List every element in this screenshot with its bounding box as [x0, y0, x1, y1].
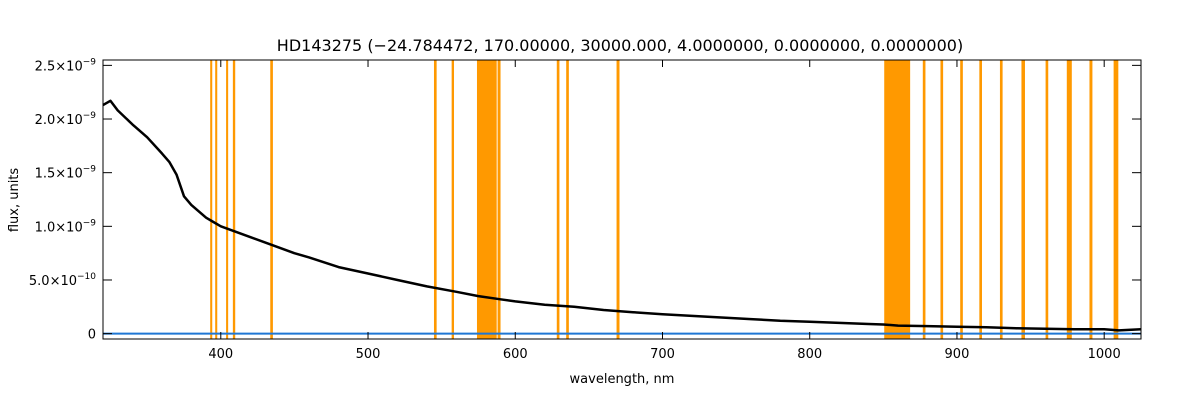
mask-bands [210, 60, 1119, 339]
mask-band [1089, 60, 1093, 339]
x-tick-label: 900 [945, 347, 970, 362]
spectrum-series [102, 99, 1142, 332]
plot-frame [102, 59, 1142, 340]
x-axis-label: wavelength, nm [570, 372, 675, 387]
mask-band [1066, 60, 1072, 339]
chart-title: HD143275 (−24.784472, 170.00000, 30000.0… [277, 36, 963, 55]
mask-band [215, 60, 218, 339]
mask-band [922, 60, 926, 339]
mask-band [616, 60, 620, 339]
axis-ticks: 400 500 600 700 800 900 1000 0 5.0×10−10 1.0×10−9… [29, 57, 1141, 362]
mask-band [210, 60, 213, 339]
x-tick-label: 600 [503, 347, 528, 362]
mask-band [1021, 60, 1025, 339]
mask-band [979, 60, 982, 339]
mask-band [940, 60, 944, 339]
mask-band [884, 60, 911, 339]
mask-band [556, 60, 560, 339]
mask-band [476, 60, 497, 339]
y-axis-label: flux, units [7, 168, 22, 233]
mask-band [226, 60, 229, 339]
y-tick-label: 2.5×10−9 [35, 57, 97, 74]
x-tick-label: 800 [797, 347, 822, 362]
mask-band [999, 60, 1003, 339]
x-tick-label: 1000 [1088, 347, 1121, 362]
mask-band [497, 60, 501, 339]
x-tick-label: 500 [356, 347, 381, 362]
mask-band [960, 60, 963, 339]
y-tick-label: 2.0×10−9 [35, 111, 97, 128]
y-tick-label: 5.0×10−10 [29, 272, 96, 289]
x-tick-label: 400 [208, 347, 233, 362]
mask-band [1113, 60, 1119, 339]
y-tick-label: 1.5×10−9 [35, 165, 97, 182]
series-layer [102, 99, 1142, 335]
mask-band [451, 60, 455, 339]
mask-band [232, 60, 236, 339]
x-tick-label: 700 [650, 347, 675, 362]
y-tick-label: 1.0×10−9 [35, 218, 97, 235]
mask-band [1045, 60, 1049, 339]
mask-band [270, 60, 273, 339]
y-tick-label: 0 [88, 328, 96, 343]
mask-band [433, 60, 437, 339]
mask-band [566, 60, 569, 339]
